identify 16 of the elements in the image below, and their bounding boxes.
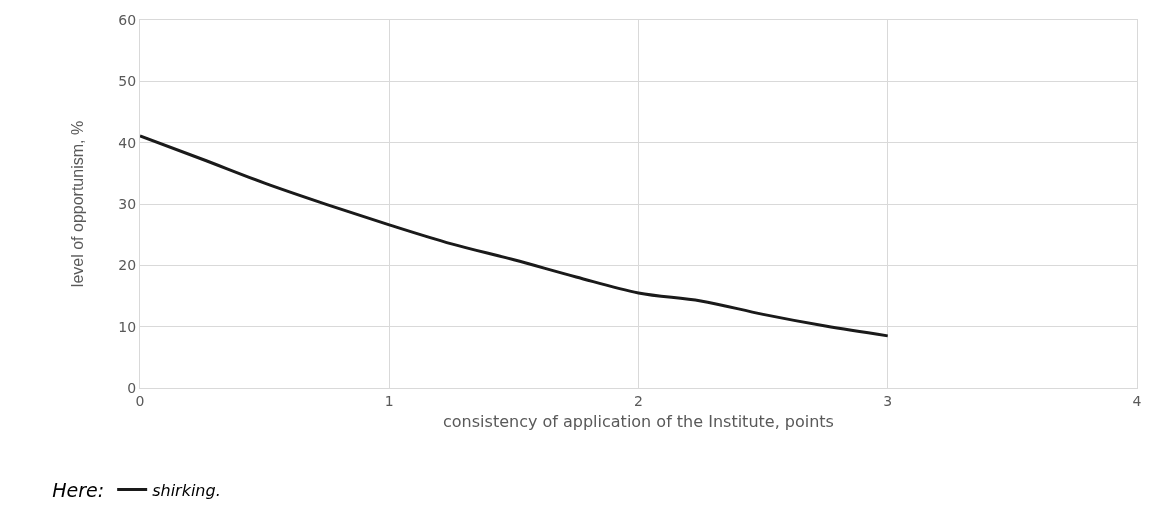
- y-tick-label: 30: [118, 195, 137, 212]
- y-tick-label: 20: [118, 257, 137, 274]
- line-series: [140, 134, 890, 338]
- y-tick-label: 10: [118, 318, 137, 335]
- y-tick-label: 40: [118, 134, 137, 151]
- x-tick-label: 1: [384, 392, 394, 409]
- y-tick-label: 60: [118, 11, 137, 28]
- x-axis-title: consistency of application of the Institute, points: [443, 412, 834, 432]
- x-tick-label: 4: [1132, 392, 1142, 409]
- y-axis-title: level of opportunism, %: [69, 120, 87, 288]
- y-tick-label: 50: [118, 73, 137, 90]
- y-tick-label: 0: [127, 379, 137, 396]
- x-tick-label: 3: [883, 392, 893, 409]
- legend-label: shirking.: [152, 480, 221, 500]
- legend-title: Here:: [52, 479, 105, 502]
- x-tick-label: 2: [634, 392, 643, 409]
